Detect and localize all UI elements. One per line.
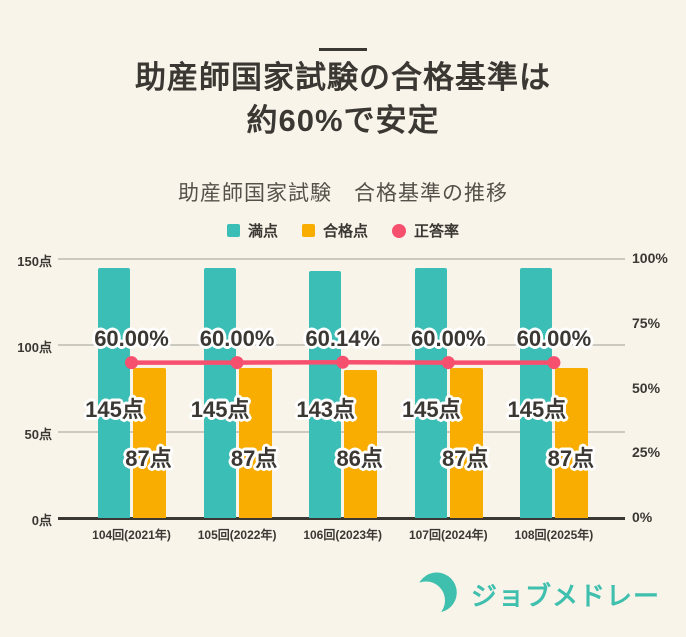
full-score-value-label: 145点 [401,397,461,422]
y-axis-right-label: 75% [632,314,661,331]
rate-value-label: 60.00% [516,326,592,351]
full-score-bar [520,267,553,518]
page-title: 助産師国家試験の合格基準は 約60%で安定 [0,56,686,142]
title-dash [319,48,367,51]
full-score-bar [203,267,236,518]
legend-label: 満点 [247,223,278,240]
grid-line [58,344,625,347]
pass-score-value-label: 86点 [336,446,383,471]
pass-score-bar [449,367,483,518]
x-axis-label: 107回(2024年) [408,528,488,542]
y-axis-left-label: 100点 [17,340,52,356]
rate-value-label: 60.00% [410,326,486,351]
x-axis-line [58,516,625,520]
rate-value-label: 60.00% [94,326,169,351]
full-score-swatch-icon [226,224,240,237]
pass-score-bar [344,369,378,518]
pass-score-value-label: 87点 [547,446,595,471]
y-axis-right-label: 50% [632,379,661,396]
legend-item-rate: 正答率 [392,220,459,241]
full-score-value-label: 143点 [296,397,356,422]
pass-score-bar [238,367,272,518]
y-axis-right-label: 100% [632,250,668,266]
page-title-line2: 約60%で安定 [246,103,440,138]
pass-score-bar [555,367,589,518]
brand-name: ジョブメドレー [470,580,660,611]
y-axis-left-label: 0点 [31,513,52,528]
full-score-bar [309,271,342,518]
chart-title: 助産師国家試験 合格基準の推移 [178,182,508,205]
rate-swatch-icon [392,223,406,238]
pass-score-value-label: 87点 [230,446,278,471]
full-score-bar [414,267,447,518]
legend-label: 正答率 [414,223,460,240]
pass-score-bar [133,367,166,518]
brand-footer: ジョブメドレー [403,569,660,623]
chart-legend: 満点 合格点 正答率 [0,220,686,241]
full-score-value-label: 145点 [190,397,250,422]
page-title-line1: 助産師国家試験の合格基準は [135,60,551,95]
rate-value-label: 60.14% [305,326,380,351]
full-score-value-label: 145点 [507,397,567,422]
pass-score-swatch-icon [301,224,315,237]
full-score-value-label: 145点 [85,397,144,422]
x-axis-label: 106回(2023年) [303,528,383,542]
x-axis-label: 108回(2025年) [514,528,594,542]
y-axis-left-label: 50点 [24,426,52,442]
pass-score-value-label: 87点 [125,446,172,471]
full-score-bar [98,267,130,518]
jobmedley-crescent-icon [403,569,461,623]
grid-line [58,430,625,433]
x-axis-label: 104回(2021年) [92,528,171,542]
x-axis-label: 105回(2022年) [197,528,277,542]
legend-item-full-score: 満点 [226,220,278,241]
rate-value-label: 60.00% [199,326,275,351]
grid-line [58,258,625,260]
y-axis-left-label: 150点 [17,254,52,269]
pass-score-value-label: 87点 [442,446,489,471]
legend-label: 合格点 [322,223,368,240]
y-axis-right-label: 25% [632,444,661,461]
legend-item-pass-score: 合格点 [301,220,368,241]
y-axis-right-label: 0% [632,509,653,525]
